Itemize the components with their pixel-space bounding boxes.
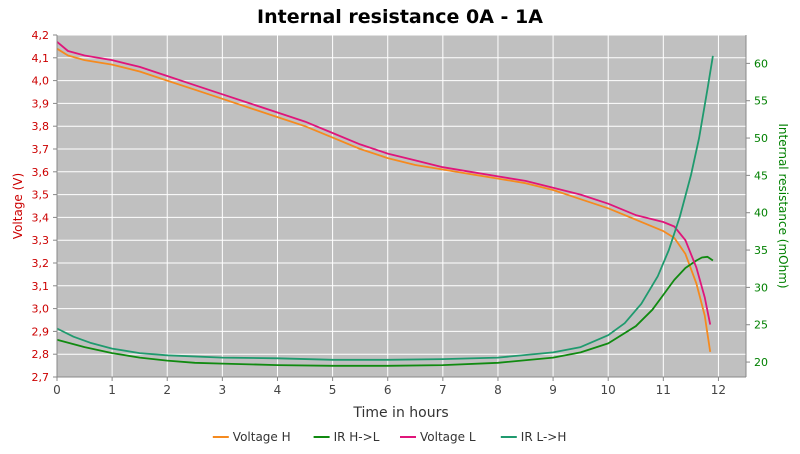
left-tick-label: 4,2: [32, 29, 50, 42]
right-tick-label: 20: [754, 356, 768, 369]
series-line-2: [56, 255, 714, 367]
left-tick-label: 3,3: [32, 234, 50, 247]
x-tick-label: 6: [384, 383, 392, 397]
left-tick-label: 2,8: [32, 348, 50, 361]
x-tick-label: 7: [439, 383, 447, 397]
left-tick-label: 3,1: [32, 280, 50, 293]
left-tick-label: 3,9: [32, 97, 50, 110]
right-tick-label: 50: [754, 132, 768, 145]
x-tick-label: 9: [549, 383, 557, 397]
right-tick-label: 45: [754, 169, 768, 182]
x-tick-label: 8: [494, 383, 502, 397]
tick-labels: 0 1 2 3 4 5 6 7 8 9 10 11 122,72,82,93,03,13,23,33,4…: [32, 29, 769, 397]
left-tick-label: 3,6: [32, 166, 50, 179]
x-tick-label: 3: [219, 383, 227, 397]
x-tick-label: 2: [163, 383, 171, 397]
series-line-4: [56, 55, 714, 361]
series-layer: [56, 41, 714, 367]
right-tick-label: 55: [754, 95, 768, 108]
right-axis-label: Internal resistance (mOhm): [776, 123, 790, 288]
left-tick-label: 3,7: [32, 143, 50, 156]
left-tick-label: 3,2: [32, 257, 50, 270]
series-line-3: [56, 41, 712, 325]
plot-area: [57, 35, 746, 377]
legend-label: IR L->H: [521, 430, 567, 444]
x-tick-label: 12: [711, 383, 726, 397]
left-tick-label: 2,9: [32, 325, 50, 338]
right-tick-label: 25: [754, 319, 768, 332]
left-axis-label: Voltage (V): [11, 173, 25, 239]
left-tick-label: 3,4: [32, 211, 50, 224]
x-tick-label: 0: [53, 383, 61, 397]
x-tick-label: 10: [601, 383, 616, 397]
legend-label: Voltage L: [420, 430, 476, 444]
left-tick-label: 3,8: [32, 120, 50, 133]
x-axis-label: Time in hours: [352, 405, 448, 421]
left-tick-label: 4,0: [32, 75, 50, 88]
left-tick-label: 2,7: [32, 371, 50, 384]
x-tick-label: 5: [329, 383, 337, 397]
legend-label: Voltage H: [233, 430, 291, 444]
legend: Voltage H IR H->L Voltage L IR L->H: [212, 430, 567, 444]
x-tick-label: 4: [274, 383, 282, 397]
left-tick-label: 3,5: [32, 189, 50, 202]
right-tick-label: 40: [754, 207, 768, 220]
left-tick-label: 3,0: [32, 303, 50, 316]
right-tick-label: 35: [754, 244, 768, 257]
series-line-1: [56, 47, 712, 353]
right-tick-label: 60: [754, 57, 768, 70]
right-tick-label: 30: [754, 281, 768, 294]
legend-label: IR H->L: [334, 430, 380, 444]
chart-title: Internal resistance 0A - 1A: [257, 6, 543, 28]
x-tick-label: 1: [108, 383, 116, 397]
left-tick-label: 4,1: [32, 52, 50, 65]
x-tick-label: 11: [656, 383, 671, 397]
